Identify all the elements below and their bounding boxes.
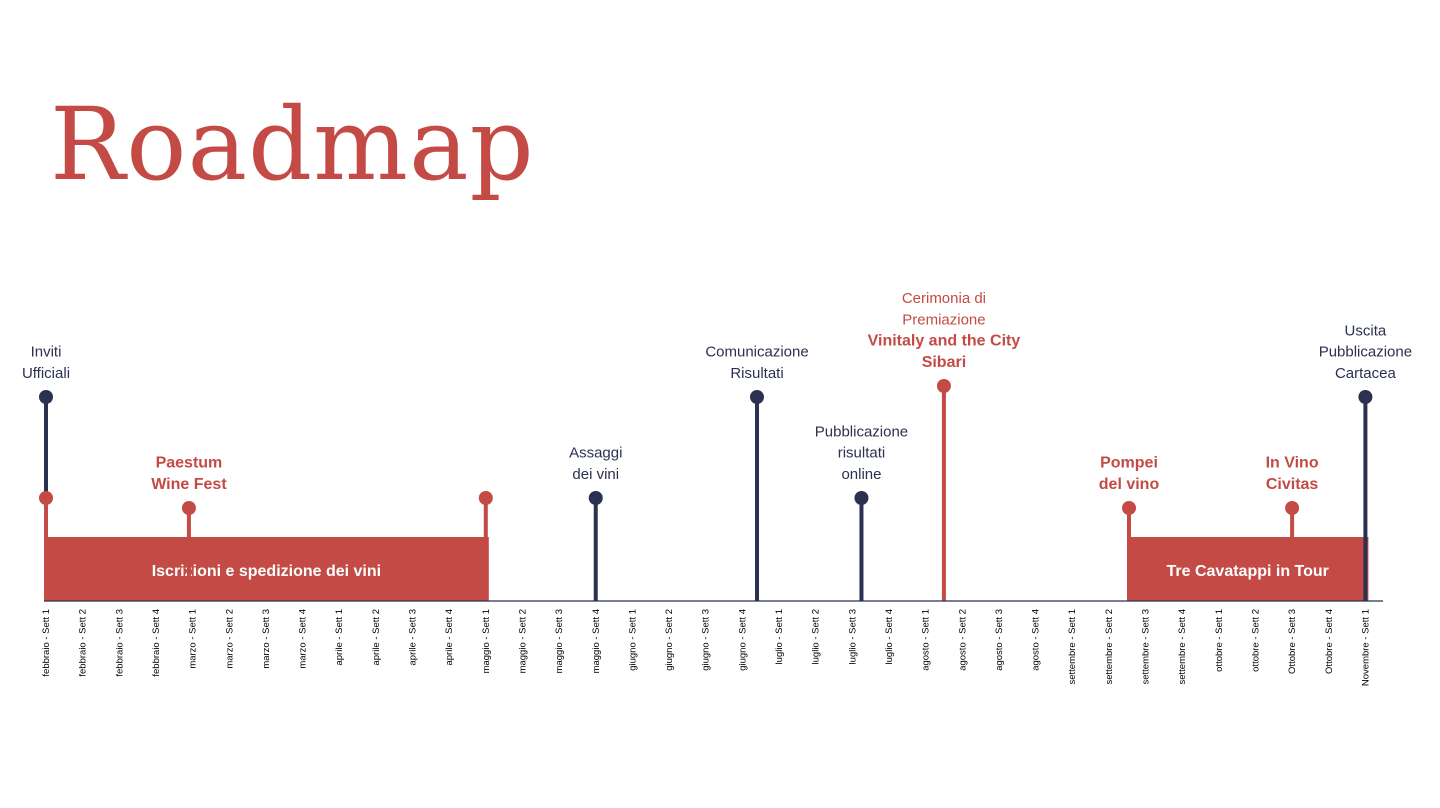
week-tick-label: maggio - Sett 4 [591,609,602,673]
week-tick-label: maggio - Sett 1 [481,609,492,673]
week-tick-label: giugno - Sett 3 [701,609,712,671]
week-tick-label: Novembre - Sett 1 [1360,609,1371,686]
period-label: Tre Cavatappi in Tour [1167,563,1329,580]
milestone-dot [854,491,869,505]
milestone-label: Comunicazione [705,344,808,361]
milestone-label: dei vini [572,466,619,483]
milestone-dot [1285,501,1300,515]
week-tick-label: giugno - Sett 2 [664,609,675,671]
milestone-label: Pubblicazione [815,423,908,440]
week-tick-label: febbraio - Sett 2 [78,609,89,677]
milestone-label: risultati [838,445,886,462]
milestone-stems [39,379,1373,601]
milestone-label: Pubblicazione [1319,344,1412,361]
week-tick-label: marzo - Sett 2 [224,609,235,669]
week-tick-label: febbraio - Sett 4 [151,609,162,677]
milestone-dot [478,491,493,505]
milestone-labels: Inviti Ufficiali Paestum Wine Fest Assaggi de… [22,290,1412,493]
week-tick-label: giugno - Sett 1 [627,609,638,671]
week-tick-label: maggio - Sett 3 [554,609,565,673]
period-bar [44,537,489,601]
week-tick-label: agosto - Sett 2 [957,609,968,671]
milestone-dot [750,390,765,404]
milestone-label: Ufficiali [22,365,70,382]
week-tick-label: marzo - Sett 3 [261,609,272,669]
week-tick-label: marzo - Sett 1 [188,609,199,669]
milestone-dot [39,390,53,404]
week-tick-labels: febbraio - Sett 1 febbraio - Sett 2 febbra… [41,609,1371,686]
week-tick-label: aprile - Sett 2 [371,609,382,666]
milestone-label: Premiazione [902,311,985,328]
milestone-label: online [841,466,881,483]
period-label: Iscrizioni e spedizione dei vini [152,563,381,580]
milestone-label: Risultati [730,365,783,382]
week-tick-label: ottobre - Sett 2 [1250,609,1261,672]
period-bars: Iscrizioni e spedizione dei vini Tre Cava… [44,537,1369,601]
week-tick-label: marzo - Sett 4 [298,609,309,669]
week-tick-label: Ottobre - Sett 3 [1287,609,1298,674]
week-tick-label: settembre - Sett 4 [1177,609,1188,685]
week-tick-label: febbraio - Sett 3 [114,609,125,677]
week-tick-label: giugno - Sett 4 [737,609,748,671]
week-tick-label: luglio - Sett 2 [811,609,822,664]
milestone-label: Assaggi [569,445,622,462]
milestone-dot [1358,390,1373,404]
week-tick-label: aprile - Sett 3 [408,609,419,666]
milestone-dot [588,491,603,505]
milestone-label: del vino [1099,476,1160,493]
week-tick-label: agosto - Sett 3 [994,609,1005,671]
milestone-label: Civitas [1266,476,1319,493]
milestone-label: Wine Fest [151,476,227,493]
page-title: Roadmap [50,86,535,203]
week-tick-label: febbraio - Sett 1 [41,609,52,677]
milestone-dot [1122,501,1137,515]
milestone-dot [181,501,196,515]
milestone-label: Paestum [156,455,223,472]
milestone-dot [936,379,951,393]
milestone-label: Inviti [31,344,62,361]
week-tick-label: aprile - Sett 1 [334,609,345,666]
week-tick-label: ottobre - Sett 1 [1214,609,1225,672]
week-tick-label: luglio - Sett 4 [884,609,895,664]
week-tick-label: settembre - Sett 2 [1104,609,1115,685]
week-tick-label: agosto - Sett 1 [921,609,932,671]
week-tick-label: agosto - Sett 4 [1031,609,1042,671]
milestone-label: Cerimonia di [902,290,986,307]
period-bar [1127,537,1369,601]
week-tick-label: aprile - Sett 4 [444,609,455,666]
week-tick-label: Ottobre - Sett 4 [1324,609,1335,674]
week-tick-label: settembre - Sett 3 [1141,609,1152,685]
milestone-label: Pompei [1100,455,1158,472]
milestone-dot [39,491,53,505]
week-tick-label: luglio - Sett 3 [847,609,858,664]
milestone-label: Sibari [922,354,966,371]
milestone-label: Uscita [1345,322,1387,339]
milestone-label: Vinitaly and the City [868,333,1021,350]
milestone-label: In Vino [1266,455,1319,472]
week-tick-label: settembre - Sett 1 [1067,609,1078,685]
milestone-label: Cartacea [1335,365,1397,382]
week-tick-label: maggio - Sett 2 [517,609,528,673]
week-tick-label: luglio - Sett 1 [774,609,785,664]
